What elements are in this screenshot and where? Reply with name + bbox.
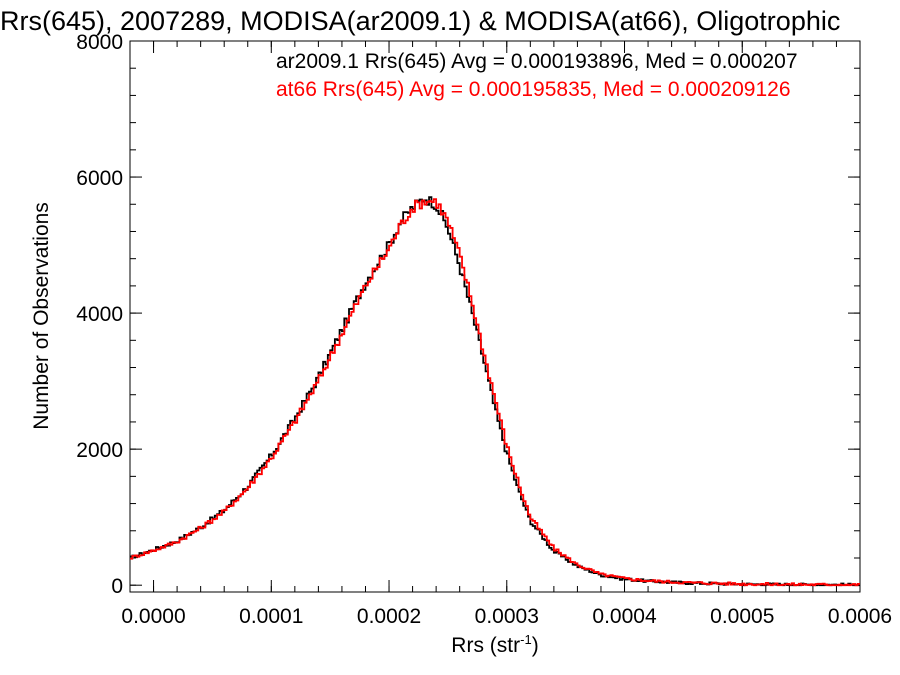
plot-frame	[129, 40, 861, 593]
legend-entry-at66: at66 Rrs(645) Avg = 0.000195835, Med = 0…	[276, 78, 791, 101]
y-tick-label: 2000	[76, 439, 123, 462]
y-tick-label: 6000	[76, 167, 123, 190]
y-axis-label: Number of Observations	[30, 202, 53, 430]
legend-entry-ar2009: ar2009.1 Rrs(645) Avg = 0.000193896, Med…	[276, 50, 798, 73]
series-line-at66	[130, 198, 860, 587]
x-tick-label: 0.0006	[828, 605, 892, 628]
x-axis-ticks: 0.0000 0.0001 0.0002 0.0003 0.0004 0.0005 0.00…	[121, 41, 892, 628]
x-tick-label: 0.0000	[121, 605, 185, 628]
x-tick-label: 0.0003	[475, 605, 539, 628]
y-axis-ticks: 0 2000 4000 6000 8000	[76, 31, 860, 598]
series-line-ar2009.1	[130, 196, 860, 587]
chart-title: Rrs(645), 2007289, MODISA(ar2009.1) & MO…	[0, 6, 840, 36]
x-axis-label-end: )	[532, 634, 539, 657]
x-tick-label: 0.0005	[710, 605, 774, 628]
x-axis-label-superscript: -1	[520, 632, 532, 647]
y-tick-label: 4000	[76, 303, 123, 326]
y-tick-label: 8000	[76, 31, 123, 54]
x-tick-label: 0.0002	[357, 605, 421, 628]
x-axis-label: Rrs (str-1)	[451, 632, 538, 657]
x-axis-label-main: Rrs (str	[451, 634, 520, 657]
x-tick-label: 0.0004	[592, 605, 657, 628]
x-tick-label: 0.0001	[239, 605, 303, 628]
series-layer	[130, 196, 860, 587]
y-tick-label: 0	[111, 575, 123, 598]
